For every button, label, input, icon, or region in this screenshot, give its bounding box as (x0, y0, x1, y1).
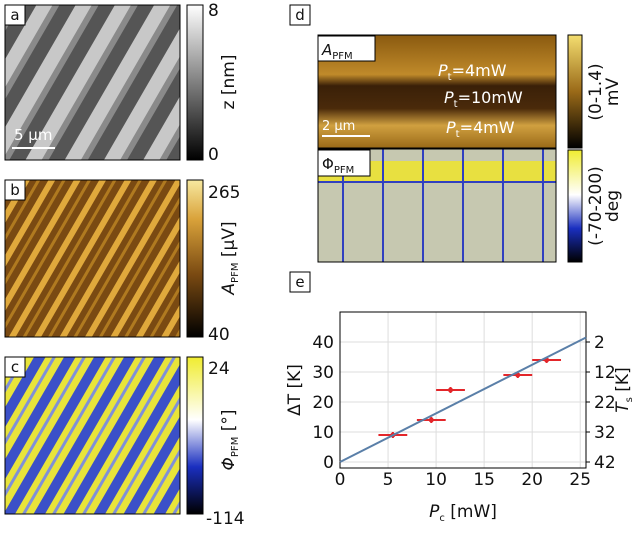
cb-title: deg (603, 190, 623, 222)
panel-label: c (11, 358, 19, 376)
t: P (429, 502, 440, 522)
panel-label: a (10, 6, 19, 24)
x-tick-label: 5 (383, 470, 394, 490)
y-tick-label: 0 (323, 453, 334, 473)
colorbar (186, 356, 204, 515)
x-tick-label: 25 (569, 470, 591, 490)
t: PFM (332, 51, 352, 62)
t: =4mW (452, 61, 507, 80)
t: [mW] (445, 502, 497, 522)
t: PFM (230, 437, 241, 457)
y2-tick-label: 22 (594, 393, 616, 413)
x-tick-label: 20 (521, 470, 543, 490)
cb-max: 8 (208, 1, 219, 21)
cb-title: (0-1.4) (586, 63, 606, 120)
cb-min: 40 (208, 325, 230, 345)
y-tick-label: 20 (312, 393, 334, 413)
d-label: ΦPFM (322, 155, 354, 176)
t: =10mW (458, 88, 523, 107)
y-axis-label: ΔT [K] (285, 364, 305, 416)
panel-box (4, 356, 26, 378)
colorbar (567, 149, 583, 263)
t: P (444, 88, 454, 107)
t: PFM (230, 263, 241, 283)
label-box (317, 149, 371, 177)
point (448, 387, 454, 393)
d-label: APFM (321, 41, 353, 62)
image-b (4, 179, 181, 338)
point (428, 417, 434, 423)
scale-label: 2 µm (322, 119, 355, 134)
image-c (4, 356, 181, 515)
t: Φ (219, 457, 239, 470)
fit-line (339, 336, 587, 463)
x-tick-label: 10 (425, 470, 447, 490)
t: PFM (334, 165, 354, 176)
panel-label: b (10, 181, 20, 199)
y-tick-label: 40 (312, 333, 334, 353)
t: Φ (322, 155, 334, 173)
panel-box (4, 179, 26, 201)
cb-title: APFM [µV] (219, 221, 241, 295)
cb-min: -114 (206, 509, 245, 529)
cb-title: mV (603, 78, 623, 107)
label-box (317, 35, 376, 62)
cb-title: (-70-200) (586, 166, 606, 246)
y-tick-label: 10 (312, 423, 334, 443)
y2-tick-label: 32 (594, 423, 616, 443)
t: P (438, 61, 448, 80)
colorbar (186, 179, 204, 338)
t: T (613, 401, 633, 413)
y-tick-label: 30 (312, 363, 334, 383)
cb-title: ΦPFM [°] (219, 410, 241, 471)
panel-box (289, 4, 311, 26)
panel-label: d (295, 6, 305, 24)
panel-label: e (295, 273, 304, 291)
t: =4mW (460, 118, 515, 137)
scale-label: 5 µm (14, 126, 52, 144)
t: [°] (219, 410, 239, 437)
power: Pt=4mW (446, 118, 515, 140)
colorbar (186, 4, 204, 161)
cb-max: 265 (208, 183, 240, 203)
cb-max: 24 (208, 359, 230, 379)
y2-tick-label: 42 (594, 453, 616, 473)
x-tick-label: 15 (473, 470, 495, 490)
y2-tick-label: 12 (594, 363, 616, 383)
x-axis-label: Pc [mW] (429, 502, 497, 524)
t: [µV] (219, 221, 239, 262)
x-tick-label: 0 (335, 470, 346, 490)
cb-title: z [nm] (219, 55, 239, 110)
cb-min: 0 (208, 145, 219, 165)
colorbar (567, 34, 583, 149)
t: [K] (613, 367, 633, 397)
image-a (4, 4, 181, 161)
t: c (439, 513, 445, 524)
panel-box (4, 4, 26, 26)
t: t (456, 129, 460, 140)
t: s (624, 397, 635, 402)
y2-axis-label: Ts [K] (613, 367, 635, 412)
plot-frame (339, 311, 587, 469)
t: t (454, 99, 458, 110)
power: Pt=10mW (444, 88, 523, 110)
t: A (321, 41, 332, 59)
panel-box (289, 271, 311, 293)
t: P (446, 118, 456, 137)
t: t (448, 72, 452, 83)
y2-tick-label: 2 (594, 333, 605, 353)
power: Pt=4mW (438, 61, 507, 83)
t: A (219, 283, 239, 296)
